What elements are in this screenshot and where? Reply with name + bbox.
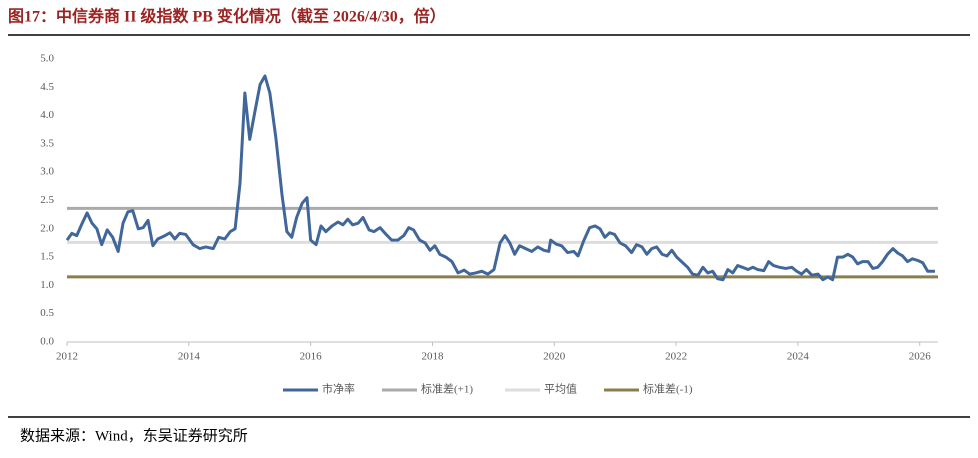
y-tick-label: 1.5 [40, 251, 54, 263]
y-tick-label: 2.0 [40, 222, 54, 234]
x-tick-label: 2020 [543, 351, 566, 363]
y-tick-label: 5.0 [40, 53, 54, 65]
x-tick-label: 2014 [178, 351, 201, 363]
legend-label: 标准差(-1) [643, 382, 693, 396]
x-tick-label: 2024 [787, 351, 810, 363]
chart-title: 图17：中信券商 II 级指数 PB 变化情况（截至 2026/4/30，倍） [8, 7, 446, 26]
x-tick-label: 2022 [665, 351, 687, 363]
legend-label: 平均值 [544, 383, 577, 396]
y-tick-label: 0.0 [40, 336, 54, 348]
x-tick-label: 2016 [300, 351, 323, 363]
y-tick-label: 3.5 [40, 137, 54, 149]
y-tick-label: 0.5 [40, 307, 54, 319]
x-tick-label: 2012 [56, 351, 78, 363]
source-note: 数据来源：Wind，东吴证券研究所 [20, 427, 248, 444]
legend-label: 市净率 [322, 382, 355, 396]
y-tick-label: 4.0 [40, 109, 54, 121]
y-tick-label: 2.5 [40, 194, 54, 206]
data-line [65, 74, 935, 282]
y-tick-label: 3.0 [40, 166, 54, 178]
y-tick-label: 4.5 [40, 81, 54, 93]
legend-label: 标准差(+1) [421, 382, 473, 396]
y-tick-label: 1.0 [40, 279, 54, 291]
x-tick-label: 2026 [909, 351, 932, 363]
x-tick-label: 2018 [421, 351, 444, 363]
